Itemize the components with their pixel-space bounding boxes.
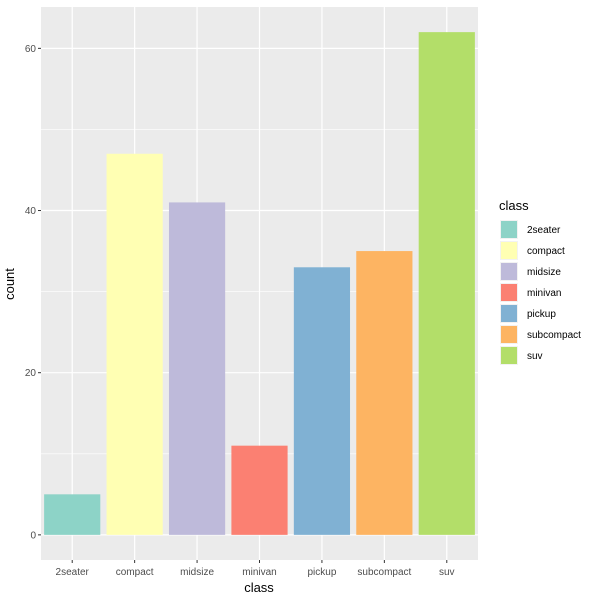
y-tick-label: 60 bbox=[25, 44, 37, 55]
legend-label-minivan: minivan bbox=[527, 288, 561, 299]
bar-compact bbox=[106, 153, 163, 535]
y-axis-title: count bbox=[2, 268, 17, 300]
legend-label-pickup: pickup bbox=[527, 309, 556, 320]
bars bbox=[44, 32, 475, 535]
y-tick-label: 20 bbox=[25, 368, 37, 379]
legend-label-2seater: 2seater bbox=[527, 225, 561, 236]
bar-pickup bbox=[293, 267, 351, 535]
x-tick-label-subcompact: subcompact bbox=[357, 567, 411, 578]
legend-key-minivan bbox=[501, 284, 517, 301]
x-axis-title: class bbox=[244, 580, 274, 595]
x-tick-label-midsize: midsize bbox=[180, 567, 214, 578]
y-axis: 0 20 40 60 bbox=[25, 44, 41, 541]
x-tick-label-minivan: minivan bbox=[242, 567, 276, 578]
x-tick-label-compact: compact bbox=[116, 567, 154, 578]
legend: class 2seater compact midsize minivan pickup… bbox=[499, 198, 581, 365]
x-tick-label-2seater: 2seater bbox=[56, 567, 90, 578]
legend-key-subcompact bbox=[501, 326, 517, 343]
bar-subcompact bbox=[356, 251, 413, 535]
legend-key-suv bbox=[501, 347, 517, 364]
y-tick-label: 40 bbox=[25, 206, 37, 217]
y-tick-label: 0 bbox=[30, 530, 36, 541]
legend-key-compact bbox=[501, 242, 517, 259]
legend-label-subcompact: subcompact bbox=[527, 330, 581, 341]
legend-label-compact: compact bbox=[527, 246, 565, 257]
legend-key-pickup bbox=[501, 305, 517, 322]
legend-items: 2seater compact midsize minivan pickup subcom… bbox=[500, 220, 581, 365]
bar-minivan bbox=[231, 445, 288, 535]
x-axis: 2seater compact midsize minivan pickup subcom… bbox=[56, 560, 455, 578]
bar-midsize bbox=[168, 202, 226, 535]
legend-label-suv: suv bbox=[527, 351, 543, 362]
bar-suv bbox=[418, 32, 475, 535]
legend-key-2seater bbox=[501, 221, 517, 238]
bar-2seater bbox=[44, 494, 101, 535]
x-tick-label-suv: suv bbox=[439, 567, 455, 578]
legend-key-midsize bbox=[501, 263, 517, 280]
legend-title: class bbox=[499, 198, 529, 213]
legend-label-midsize: midsize bbox=[527, 267, 561, 278]
x-tick-label-pickup: pickup bbox=[307, 567, 336, 578]
